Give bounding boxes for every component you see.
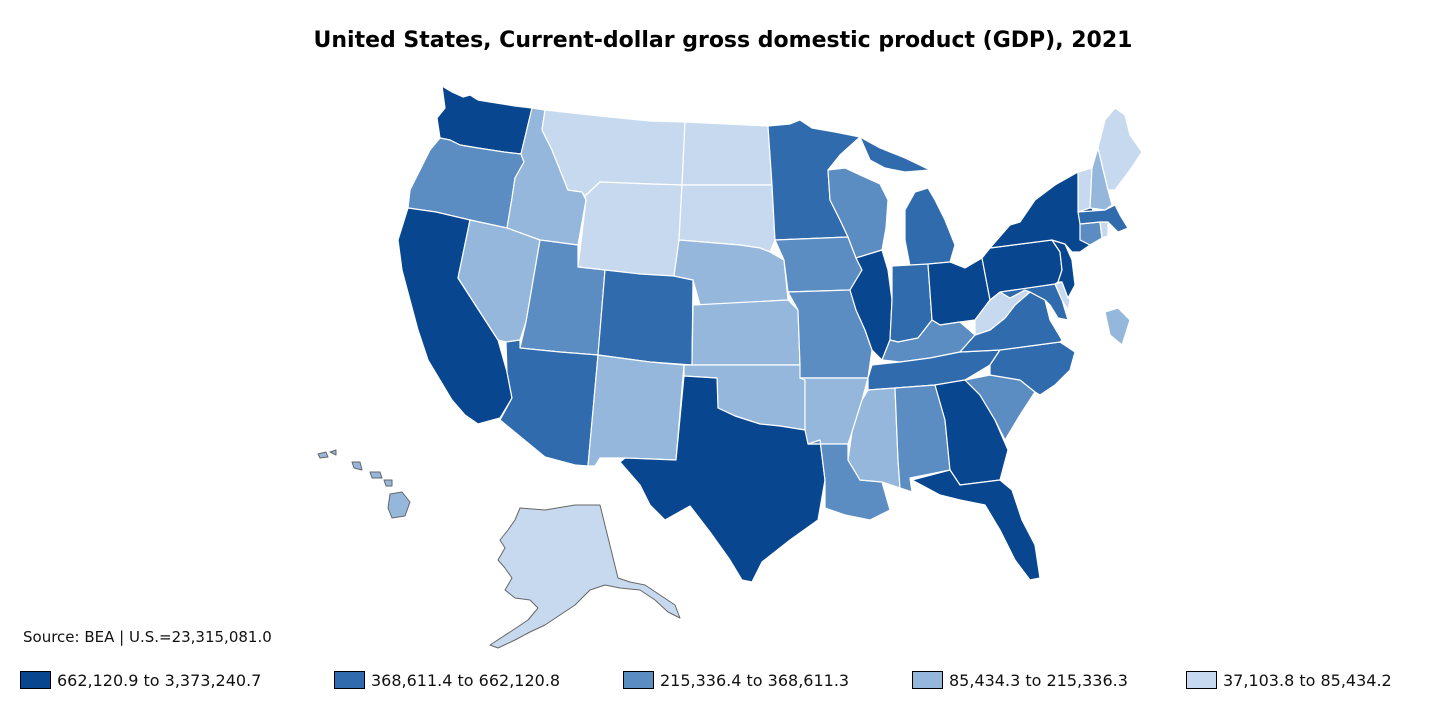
legend-swatch-4 [912, 671, 943, 689]
legend-label-3: 215,336.4 to 368,611.3 [660, 670, 850, 690]
legend-item-2: 368,611.4 to 662,120.8 [334, 669, 560, 691]
state-ME[interactable] [1097, 107, 1143, 191]
state-KS[interactable] [691, 299, 801, 366]
legend-label-2: 368,611.4 to 662,120.8 [371, 670, 561, 690]
state-MA[interactable] [1077, 204, 1129, 233]
legend-swatch-5 [1186, 671, 1217, 689]
state-FL[interactable] [911, 469, 1041, 581]
legend-item-4: 85,434.3 to 215,336.3 [912, 669, 1128, 691]
legend-swatch-1 [20, 671, 51, 689]
state-TX[interactable] [619, 375, 826, 583]
state-CT[interactable] [1079, 221, 1103, 246]
state-NJ[interactable] [1051, 239, 1076, 299]
legend-label-4: 85,434.3 to 215,336.3 [949, 670, 1128, 690]
state-CO[interactable] [597, 269, 694, 366]
state-IA[interactable] [774, 236, 863, 293]
state-WI[interactable] [827, 167, 889, 259]
legend-item-5: 37,103.8 to 85,434.2 [1186, 669, 1392, 691]
map-legend: 662,120.9 to 3,373,240.7 368,611.4 to 66… [20, 669, 1440, 693]
state-AK[interactable] [489, 504, 681, 649]
legend-swatch-3 [623, 671, 654, 689]
state-IL[interactable] [849, 249, 893, 361]
state-HI[interactable] [317, 449, 411, 519]
state-DC[interactable] [1104, 307, 1131, 346]
state-ND[interactable] [681, 121, 773, 186]
legend-item-1: 662,120.9 to 3,373,240.7 [20, 669, 261, 691]
legend-label-5: 37,103.8 to 85,434.2 [1223, 670, 1392, 690]
state-MS[interactable] [847, 387, 901, 489]
state-NM[interactable] [587, 354, 685, 467]
state-RI[interactable] [1099, 221, 1109, 239]
state-WY[interactable] [577, 181, 683, 277]
map-title: United States, Current-dollar gross dome… [313, 28, 1133, 53]
legend-label-1: 662,120.9 to 3,373,240.7 [57, 670, 262, 690]
state-MI[interactable] [859, 136, 956, 267]
source-note: Source: BEA | U.S.=23,315,081.0 [23, 628, 272, 646]
legend-swatch-2 [334, 671, 365, 689]
state-AZ[interactable] [499, 339, 599, 467]
legend-item-3: 215,336.4 to 368,611.3 [623, 669, 849, 691]
